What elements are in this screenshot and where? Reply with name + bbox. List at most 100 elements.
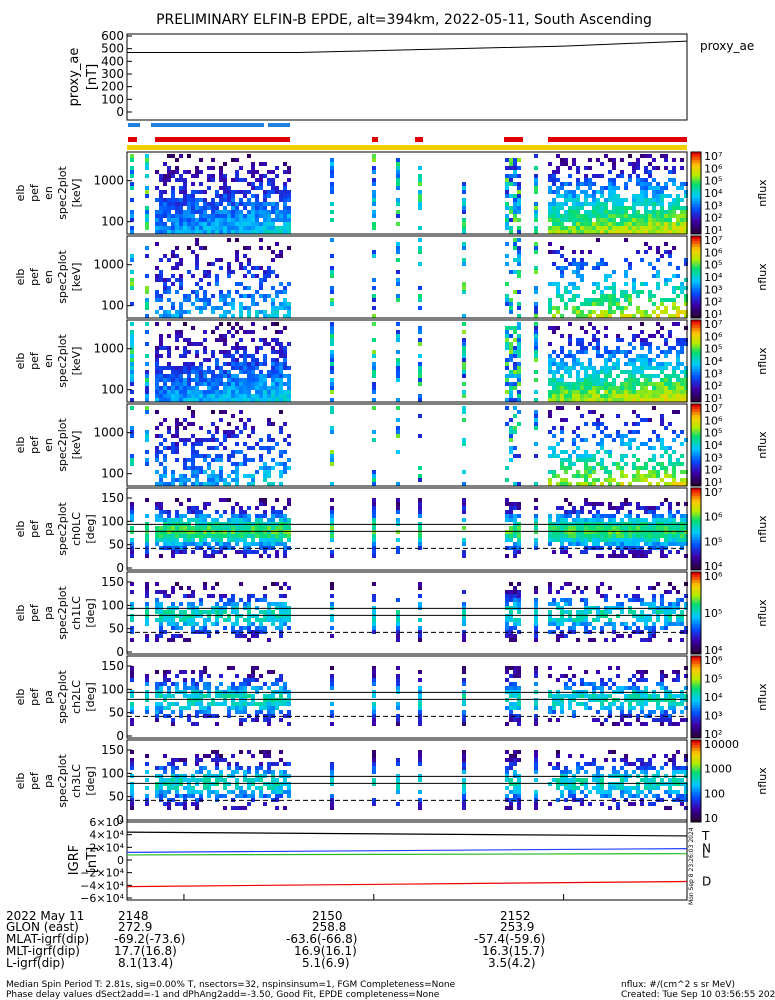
- spectrogram-cell: [223, 230, 227, 234]
- colorbar-tick-label: 10²: [704, 464, 722, 477]
- spectrogram-cell: [534, 166, 538, 170]
- colorbar-cell: [691, 339, 701, 343]
- spectrogram-cell: [145, 694, 149, 698]
- spectrogram-cell: [179, 306, 183, 310]
- spectrogram-cell: [171, 390, 175, 394]
- spectrogram-cell: [576, 270, 580, 274]
- spectrogram-cell: [283, 358, 287, 362]
- spectrogram-cell: [620, 458, 624, 462]
- spectrogram-cell: [462, 350, 466, 354]
- spectrogram-cell: [171, 366, 175, 370]
- spectrogram-cell: [163, 278, 167, 282]
- spectrogram-cell: [588, 218, 592, 222]
- spectrogram-cell: [179, 534, 183, 538]
- spectrogram-cell: [612, 390, 616, 394]
- spectrogram-cell: [231, 298, 235, 302]
- spectrogram-cell: [267, 482, 271, 486]
- colorbar-cell: [691, 580, 701, 584]
- spectrogram-cell: [195, 398, 199, 402]
- spectrogram-cell: [163, 446, 167, 450]
- spectrogram-cell: [175, 386, 179, 390]
- spectrogram-cell: [251, 274, 255, 278]
- spectrogram-cell: [275, 442, 279, 446]
- spectrogram-cell: [517, 270, 521, 274]
- spectrogram-cell: [330, 362, 334, 366]
- spectrogram-cell: [145, 438, 149, 442]
- spectrogram-cell: [283, 290, 287, 294]
- spectrogram-cell: [271, 270, 275, 274]
- spectrogram-cell: [271, 202, 275, 206]
- spectrogram-cell: [676, 314, 680, 318]
- spectrogram-cell: [505, 178, 509, 182]
- spectrogram-cell: [616, 206, 620, 210]
- spectrogram-cell: [548, 390, 552, 394]
- spectrogram-cell: [259, 178, 263, 182]
- y-axis-label-part: en: [42, 270, 55, 284]
- spectrogram-cell: [191, 482, 195, 486]
- spectrogram-cell: [548, 514, 552, 518]
- spectrogram-cell: [652, 630, 656, 634]
- spectrogram-cell: [616, 542, 620, 546]
- spectrogram-cell: [648, 586, 652, 590]
- spectrogram-cell: [656, 390, 660, 394]
- spectrogram-cell: [247, 294, 251, 298]
- spectrogram-cell: [534, 178, 538, 182]
- spectrogram-cell: [517, 186, 521, 190]
- spectrogram-cell: [676, 378, 680, 382]
- spectrogram-cell: [179, 518, 183, 522]
- spectrogram-cell: [596, 218, 600, 222]
- spectrogram-cell: [145, 218, 149, 222]
- spectrogram-cell: [556, 378, 560, 382]
- spectrogram-cell: [271, 534, 275, 538]
- spectrogram-cell: [215, 190, 219, 194]
- spectrogram-cell: [668, 518, 672, 522]
- spectrogram-cell: [632, 230, 636, 234]
- colorbar-cell: [691, 184, 701, 189]
- spectrogram-cell: [287, 458, 291, 462]
- spectrogram-cell: [219, 390, 223, 394]
- spectrogram-cell: [171, 602, 175, 606]
- spectrogram-cell: [684, 374, 688, 378]
- y-axis-label-part: elb: [14, 185, 27, 202]
- spectrogram-cell: [513, 446, 517, 450]
- spectrogram-cell: [636, 530, 640, 534]
- spectrogram-cell: [616, 614, 620, 618]
- spectrogram-cell: [548, 414, 552, 418]
- spectrogram-cell: [668, 542, 672, 546]
- spectrogram-cell: [130, 366, 134, 370]
- spectrogram-cell: [462, 242, 466, 246]
- spectrogram-cell: [247, 214, 251, 218]
- spectrogram-cell: [183, 594, 187, 598]
- spectrogram-cell: [163, 538, 167, 542]
- spectrogram-cell: [243, 370, 247, 374]
- spectrogram-cell: [684, 398, 688, 402]
- spectrogram-cell: [628, 382, 632, 386]
- spectrogram-cell: [183, 638, 187, 642]
- spectrogram-cell: [145, 386, 149, 390]
- spectrogram-cell: [145, 162, 149, 166]
- spectrogram-cell: [191, 526, 195, 530]
- spectrogram-cell: [572, 438, 576, 442]
- spectrogram-cell: [211, 178, 215, 182]
- spectrogram-cell: [239, 390, 243, 394]
- spectrogram-cell: [684, 314, 688, 318]
- spectrogram-cell: [227, 230, 231, 234]
- spectrogram-cell: [604, 614, 608, 618]
- spectrogram-cell: [680, 598, 684, 602]
- spectrogram-cell: [672, 542, 676, 546]
- spectrogram-cell: [235, 434, 239, 438]
- spectrogram-cell: [624, 314, 628, 318]
- spectrogram-cell: [652, 598, 656, 602]
- spectrogram-cell: [552, 190, 556, 194]
- spectrogram-cell: [556, 266, 560, 270]
- spectrogram-cell: [283, 314, 287, 318]
- spectrogram-cell: [680, 382, 684, 386]
- spectrogram-cell: [676, 338, 680, 342]
- spectrogram-cell: [279, 430, 283, 434]
- spectrogram-cell: [396, 430, 400, 434]
- spectrogram-cell: [576, 350, 580, 354]
- y-axis-label-part: spec2plot: [56, 418, 69, 472]
- colorbar-cell: [691, 290, 701, 294]
- spectrogram-cell: [564, 598, 568, 602]
